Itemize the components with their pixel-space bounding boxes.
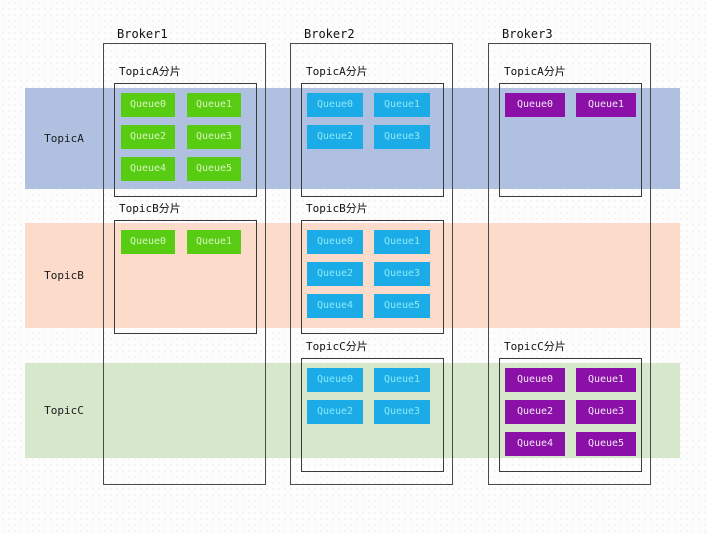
topic-shard-label: TopicA分片	[504, 65, 566, 78]
queue-box: Queue2	[121, 125, 175, 149]
queue-box: Queue0	[121, 93, 175, 117]
queue-box: Queue4	[121, 157, 175, 181]
queue-box: Queue2	[307, 125, 363, 149]
topic-shard-section: TopicA分片 Queue0 Queue1 Queue2 Queue3 Queue4 Qu…	[114, 65, 257, 197]
topic-shard-label: TopicC分片	[504, 340, 566, 353]
queue-box: Queue5	[576, 432, 636, 456]
topic-shard-box: Queue0 Queue1 Queue2 Queue3 Queue4 Queue5	[114, 83, 257, 197]
topic-shard-label: TopicC分片	[306, 340, 368, 353]
topic-a-band-label: TopicA	[44, 132, 84, 145]
queue-box: Queue4	[505, 432, 565, 456]
queue-box: Queue1	[187, 93, 241, 117]
broker-box-2: Broker2 TopicA分片 Queue0 Queue1 Queue2 Queue3 T…	[290, 27, 453, 485]
topic-shard-label: TopicA分片	[119, 65, 181, 78]
topic-shard-label: TopicB分片	[119, 202, 181, 215]
queue-box: Queue3	[374, 400, 430, 424]
topic-b-band-label: TopicB	[44, 269, 84, 282]
queue-box: Queue1	[374, 93, 430, 117]
topic-shard-section: TopicC分片 Queue0 Queue1 Queue2 Queue3	[301, 340, 444, 472]
queue-box: Queue3	[576, 400, 636, 424]
queue-box: Queue0	[505, 368, 565, 392]
queue-box: Queue5	[187, 157, 241, 181]
topic-shard-label: TopicA分片	[306, 65, 368, 78]
queue-box: Queue1	[374, 230, 430, 254]
topic-shard-box: Queue0 Queue1 Queue2 Queue3 Queue4 Queue5	[301, 220, 444, 334]
queue-box: Queue2	[307, 400, 363, 424]
topic-shard-box: Queue0 Queue1	[499, 83, 642, 197]
queue-box: Queue0	[307, 230, 363, 254]
topic-shard-box: Queue0 Queue1 Queue2 Queue3	[301, 83, 444, 197]
queue-box: Queue0	[505, 93, 565, 117]
queue-box: Queue1	[374, 368, 430, 392]
queue-box: Queue2	[505, 400, 565, 424]
broker-title: Broker3	[502, 27, 553, 41]
queue-box: Queue2	[307, 262, 363, 286]
topic-shard-box: Queue0 Queue1 Queue2 Queue3 Queue4 Queue5	[499, 358, 642, 472]
queue-box: Queue0	[307, 93, 363, 117]
queue-box: Queue5	[374, 294, 430, 318]
topic-shard-section: TopicA分片 Queue0 Queue1	[499, 65, 642, 197]
queue-box: Queue1	[576, 93, 636, 117]
broker-box-1: Broker1 TopicA分片 Queue0 Queue1 Queue2 Queue3 Q…	[103, 27, 266, 485]
topic-shard-section: TopicB分片 Queue0 Queue1	[114, 202, 257, 334]
queue-box: Queue3	[374, 125, 430, 149]
queue-box: Queue0	[121, 230, 175, 254]
topic-shard-section: TopicB分片 Queue0 Queue1 Queue2 Queue3 Queue4 Qu…	[301, 202, 444, 334]
queue-box: Queue0	[307, 368, 363, 392]
queue-box: Queue3	[187, 125, 241, 149]
topic-shard-label: TopicB分片	[306, 202, 368, 215]
broker-title: Broker2	[304, 27, 355, 41]
topic-shard-section: TopicA分片 Queue0 Queue1 Queue2 Queue3	[301, 65, 444, 197]
queue-box: Queue1	[576, 368, 636, 392]
queue-box: Queue4	[307, 294, 363, 318]
broker-box-3: Broker3 TopicA分片 Queue0 Queue1 TopicC分片 Queue…	[488, 27, 651, 485]
broker-title: Broker1	[117, 27, 168, 41]
topic-c-band-label: TopicC	[44, 404, 84, 417]
queue-box: Queue3	[374, 262, 430, 286]
topic-shard-box: Queue0 Queue1 Queue2 Queue3	[301, 358, 444, 472]
queue-box: Queue1	[187, 230, 241, 254]
topic-shard-box: Queue0 Queue1	[114, 220, 257, 334]
topic-shard-section: TopicC分片 Queue0 Queue1 Queue2 Queue3 Queue4 Qu…	[499, 340, 642, 472]
